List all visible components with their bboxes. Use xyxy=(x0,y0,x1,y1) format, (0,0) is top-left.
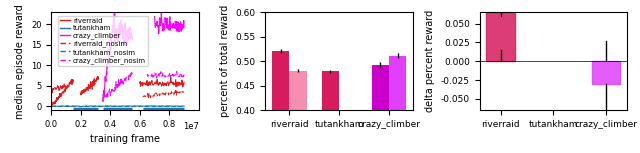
Y-axis label: median episode reward: median episode reward xyxy=(15,4,26,119)
Bar xyxy=(591,61,621,84)
Bar xyxy=(322,71,339,153)
X-axis label: training frame: training frame xyxy=(90,134,160,144)
Bar xyxy=(289,71,307,153)
Text: 1e7: 1e7 xyxy=(183,122,199,131)
Bar xyxy=(372,65,389,153)
Bar xyxy=(272,51,289,153)
Y-axis label: percent of total reward: percent of total reward xyxy=(220,5,230,117)
Legend: riverraid, tutankham, crazy_climber, riverraid_nosim, tutankham_nosim, crazy_cli: riverraid, tutankham, crazy_climber, riv… xyxy=(58,16,148,66)
Bar xyxy=(486,11,515,61)
Y-axis label: delta percent reward: delta percent reward xyxy=(425,10,435,112)
Bar xyxy=(389,56,406,153)
